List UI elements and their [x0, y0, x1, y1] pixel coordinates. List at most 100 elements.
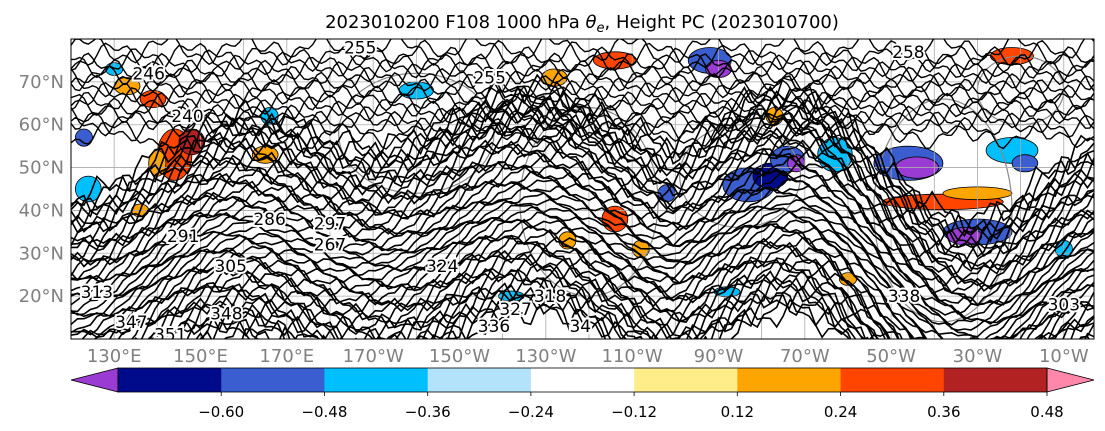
longitude-label: 90°W	[694, 346, 744, 367]
longitude-label: 130°W	[515, 346, 576, 367]
longitude-label: 150°W	[429, 346, 490, 367]
theta-e-contour	[155, 265, 1094, 339]
colorbar-swatch	[943, 368, 1048, 392]
longitude-label: 50°W	[866, 346, 916, 367]
latitude-label: 70°N	[19, 72, 64, 93]
colorbar-swatch	[634, 368, 738, 392]
colorbar-tick-label: 0.48	[1030, 403, 1063, 421]
latitude-label: 30°N	[19, 243, 64, 264]
theta-e-contour	[71, 116, 1094, 150]
theta-e-contour	[71, 84, 1094, 118]
theta-e-contour	[186, 276, 1094, 339]
theta-e-contour-label: 286	[253, 210, 285, 230]
theta-e-contour-label: 324	[426, 257, 458, 277]
theta-e-contour-label: 336	[478, 317, 510, 337]
theta-e-contour	[71, 71, 1094, 105]
theta-e-contour	[71, 78, 1094, 112]
theta-e-contour	[71, 39, 1094, 73]
longitude-label: 170°E	[259, 346, 314, 367]
theta-e-contour	[71, 90, 1094, 125]
theta-e-contour-label: 258	[892, 43, 924, 63]
theta-e-contour	[179, 286, 870, 339]
theta-e-contour	[108, 234, 1094, 339]
longitude-label: 70°W	[780, 346, 830, 367]
theta-e-contour-label: 297	[314, 214, 346, 234]
latitude-label: 60°N	[19, 115, 64, 136]
theta-e-contour	[71, 169, 1094, 315]
theta-e-contour-label: 305	[214, 257, 246, 277]
theta-e-contour-label: 246	[132, 64, 164, 84]
theta-e-contour	[71, 110, 1094, 144]
theta-e-contour	[71, 52, 1094, 86]
theta-e-contour	[71, 204, 1094, 339]
theta-e-contour-label: 303	[1048, 296, 1080, 316]
theta-e-contour-label: 267	[314, 236, 346, 256]
theta-e-contour	[71, 108, 1094, 258]
colorbar-swatch	[118, 368, 222, 392]
theta-e-contour-label: 351	[154, 326, 186, 346]
colorbar-tick-label: −0.36	[405, 403, 451, 421]
theta-e-contour	[71, 210, 1094, 339]
colorbar-swatch	[840, 368, 945, 392]
colorbar-swatch	[221, 368, 325, 392]
latitude-tick-labels: 20°N 30°N 40°N 50°N 60°N 70°N	[19, 72, 64, 307]
theta-e-contour	[130, 241, 1094, 339]
theta-e-contour	[200, 298, 857, 339]
theta-e-contour	[71, 218, 1094, 339]
map-frame	[70, 38, 1095, 340]
longitude-label: 110°W	[602, 346, 663, 367]
longitude-tick-labels: 130°E 150°E 170°E 170°W 150°W 130°W 110°W 90°W 7…	[87, 346, 1089, 367]
theta-e-contour	[195, 288, 852, 339]
colorbar-swatch	[427, 368, 532, 392]
theta-e-contour	[71, 181, 1094, 323]
theta-e-contour-label: 318	[534, 287, 566, 307]
colorbar-extend-high	[1046, 367, 1095, 393]
colorbar-swatch	[530, 368, 635, 392]
longitude-label: 130°E	[87, 346, 142, 367]
longitude-label: 170°W	[343, 346, 404, 367]
theta-e-contour	[71, 143, 1094, 293]
colorbar-tick-label: −0.12	[611, 403, 657, 421]
latitude-label: 50°N	[19, 158, 64, 179]
theta-e-contour	[71, 100, 1094, 259]
theta-e-contour	[71, 126, 1094, 277]
theta-e-contour	[71, 103, 1094, 138]
theta-e-contour	[71, 198, 1094, 338]
theta-e-contour	[71, 119, 1094, 273]
latitude-label: 40°N	[19, 200, 64, 221]
theta-e-contour	[93, 228, 1094, 339]
colorbar-tick-label: −0.48	[301, 403, 347, 421]
theta-e-contour-label: 338	[888, 287, 920, 307]
pc-shade-region	[74, 128, 93, 147]
colorbar-swatch	[324, 368, 429, 392]
theta-e-contour-label: 34	[569, 317, 591, 337]
theta-e-contour-label: 240	[171, 107, 203, 127]
theta-e-contour	[71, 153, 1094, 303]
theta-e-contour	[71, 163, 1094, 307]
theta-e-contour	[71, 178, 1094, 321]
colorbar-tick-label: 0.24	[824, 403, 857, 421]
latitude-label: 20°N	[19, 286, 64, 307]
theta-e-contour	[71, 85, 1094, 243]
theta-e-contour-label: 291	[167, 227, 199, 247]
colorbar-swatch	[737, 368, 842, 392]
theta-e-contour	[140, 246, 1094, 339]
colorbar	[70, 367, 1095, 393]
chart-title: 2023010200 F108 1000 hPa θe, Height PC (…	[325, 12, 839, 36]
colorbar-tick-labels: −0.60 −0.48 −0.36 −0.24 −0.12 0.12 0.24 0.36 0.4…	[198, 392, 1064, 421]
theta-e-contour-label: 327	[499, 300, 531, 320]
theta-e-contour	[129, 252, 1094, 339]
theta-e-contour	[71, 192, 1094, 332]
theta-e-contour	[71, 124, 1094, 270]
colorbar-extend-low	[70, 367, 119, 393]
theta-e-contour-label: 255	[344, 39, 376, 59]
colorbar-tick-label: 0.12	[721, 403, 754, 421]
theta-e-contour-label: 347	[115, 313, 147, 333]
colorbar-tick-label: 0.36	[927, 403, 960, 421]
theta-e-contour	[71, 65, 1094, 99]
theta-e-contour	[149, 261, 1094, 339]
theta-e-contour	[71, 139, 1094, 287]
